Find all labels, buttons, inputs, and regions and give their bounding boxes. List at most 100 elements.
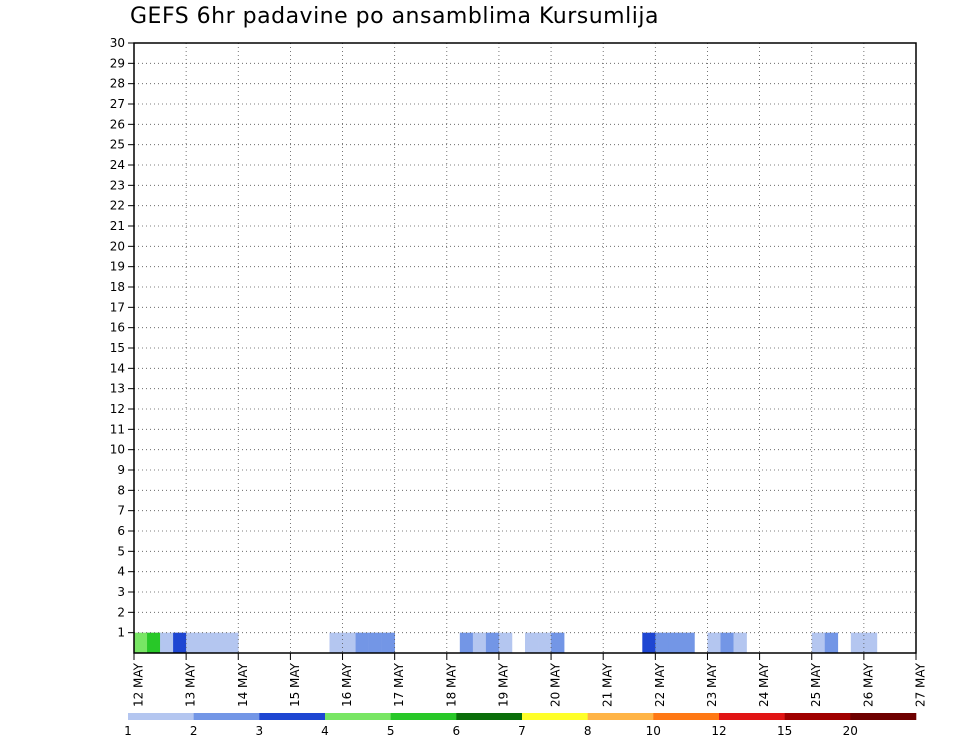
x-tick-label: 20 MAY <box>549 662 563 707</box>
heatmap-cell <box>642 632 656 654</box>
legend-label: 1 <box>124 724 132 738</box>
x-tick-label: 23 MAY <box>705 662 719 707</box>
heatmap-cell <box>212 632 226 654</box>
heatmap-cell <box>472 632 487 654</box>
heatmap-cell <box>342 632 356 654</box>
x-tick-label: 27 MAY <box>914 662 928 707</box>
legend-label: 15 <box>777 724 792 738</box>
legend-swatch <box>259 713 326 720</box>
y-tick-label: 9 <box>117 463 125 477</box>
y-tick-label: 1 <box>117 626 125 640</box>
y-tick-label: 23 <box>110 178 125 192</box>
x-tick-label: 13 MAY <box>184 662 198 707</box>
heatmap-cell <box>863 632 878 654</box>
heatmap-cell <box>173 632 187 654</box>
y-tick-label: 19 <box>110 260 125 274</box>
heatmap-cell <box>655 632 669 654</box>
legend-swatch <box>325 713 391 720</box>
legend-swatch <box>653 713 720 720</box>
y-tick-label: 30 <box>110 36 125 50</box>
y-tick-label: 12 <box>110 402 125 416</box>
heatmap-cell <box>147 632 161 654</box>
x-tick-label: 25 MAY <box>809 662 823 707</box>
legend-label: 10 <box>646 724 661 738</box>
heatmap-cell <box>720 632 734 654</box>
y-tick-label: 28 <box>110 77 125 91</box>
x-tick-label: 12 MAY <box>132 662 146 707</box>
legend-label: 5 <box>387 724 395 738</box>
y-tick-label: 18 <box>110 280 125 294</box>
y-tick-label: 29 <box>110 56 125 70</box>
heatmap-cell <box>225 632 239 654</box>
heatmap-cell <box>850 632 865 654</box>
y-tick-label: 21 <box>110 219 125 233</box>
legend-label: 2 <box>190 724 198 738</box>
y-tick-label: 15 <box>110 341 125 355</box>
heatmap-cell <box>538 632 552 654</box>
y-tick-label: 24 <box>110 158 125 172</box>
heatmap-cells <box>134 632 878 654</box>
heatmap-cell <box>485 632 500 654</box>
legend-swatch <box>719 713 785 720</box>
y-tick-label: 16 <box>110 321 125 335</box>
legend-label: 12 <box>711 724 726 738</box>
legend-swatch <box>587 713 654 720</box>
heatmap-cell <box>733 632 747 654</box>
y-tick-label: 2 <box>117 605 125 619</box>
legend-swatch <box>128 713 194 720</box>
grid-lines <box>134 43 916 653</box>
heatmap-cell <box>368 632 382 654</box>
heatmap-cell <box>459 632 474 654</box>
heatmap-cell <box>498 632 513 654</box>
color-legend: 1 2 3 4 5 6 7 8 10 12 15 20 <box>124 713 917 738</box>
heatmap-cell <box>681 632 695 654</box>
legend-swatch <box>390 713 457 720</box>
y-tick-label: 3 <box>117 585 125 599</box>
legend-label: 4 <box>321 724 329 738</box>
x-tick-label: 15 MAY <box>288 662 302 707</box>
y-tick-label: 20 <box>110 239 125 253</box>
y-tick-label: 14 <box>110 361 125 375</box>
x-tick-label: 14 MAY <box>236 662 250 707</box>
x-tick-label: 19 MAY <box>496 662 510 707</box>
x-tick-label: 17 MAY <box>392 662 406 707</box>
heatmap-cell <box>707 632 721 654</box>
x-tick-label: 22 MAY <box>653 662 667 707</box>
y-tick-label: 22 <box>110 199 125 213</box>
y-tick-label: 26 <box>110 117 125 131</box>
legend-label: 20 <box>843 724 858 738</box>
y-tick-label: 11 <box>110 422 125 436</box>
y-tick-label: 4 <box>117 565 125 579</box>
heatmap-cell <box>199 632 213 654</box>
legend-swatch <box>456 713 523 720</box>
chart-title: GEFS 6hr padavine po ansamblima Kursumli… <box>130 4 659 29</box>
heatmap-cell <box>668 632 682 654</box>
legend-label: 8 <box>584 724 592 738</box>
legend-swatch <box>193 713 260 720</box>
y-tick-label: 17 <box>110 300 125 314</box>
x-tick-label: 18 MAY <box>444 662 458 707</box>
heatmap-cell <box>355 632 369 654</box>
heatmap-cell <box>186 632 200 654</box>
y-tick-label: 27 <box>110 97 125 111</box>
y-tick-label: 7 <box>117 504 125 518</box>
legend-label: 3 <box>255 724 263 738</box>
heatmap-cell <box>551 632 565 654</box>
x-tick-label: 21 MAY <box>601 662 615 707</box>
y-tick-label: 13 <box>110 382 125 396</box>
y-tick-label: 5 <box>117 544 125 558</box>
y-tick-label: 8 <box>117 483 125 497</box>
legend-swatch <box>522 713 588 720</box>
legend-label: 7 <box>518 724 526 738</box>
legend-swatch <box>850 713 917 720</box>
heatmap-cell <box>824 632 839 654</box>
y-tick-label: 25 <box>110 138 125 152</box>
heatmap-cell <box>525 632 539 654</box>
y-tick-label: 10 <box>110 443 125 457</box>
x-tick-label: 24 MAY <box>757 662 771 707</box>
heatmap-cell <box>134 632 148 654</box>
legend-swatch <box>784 713 851 720</box>
x-tick-label: 26 MAY <box>861 662 875 707</box>
